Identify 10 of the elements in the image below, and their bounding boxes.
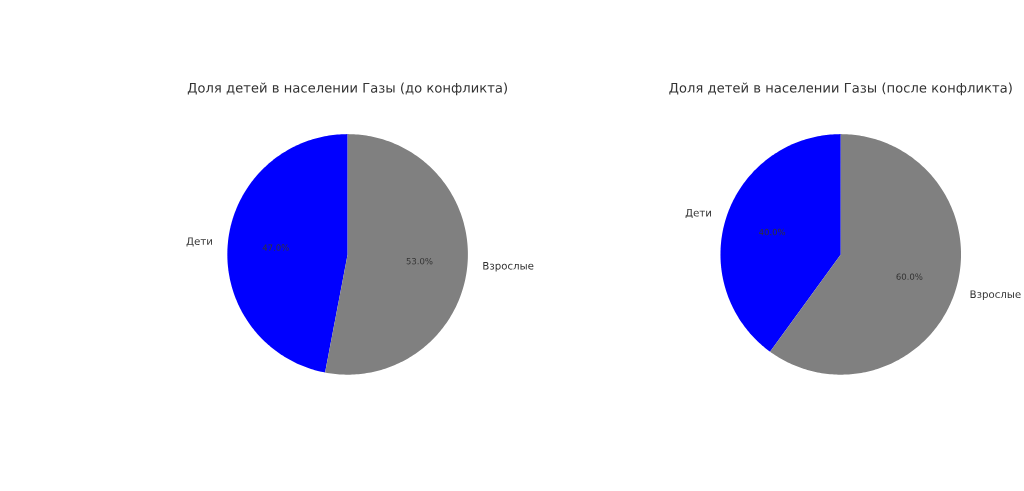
slice-label: Взрослые	[483, 261, 534, 272]
data-label: 47.0%	[262, 244, 289, 251]
slice-label: Взрослые	[970, 290, 1021, 300]
data-label: 60.0%	[896, 273, 923, 280]
slice-label: Дети	[186, 237, 212, 247]
data-label: 40.0%	[759, 228, 786, 236]
slice-label: Дети	[685, 208, 711, 218]
chart-title: Доля детей в населении Газы (после конфликта)	[669, 82, 1012, 96]
data-label: 53.0%	[406, 257, 433, 265]
chart-title: Доля детей в населении Газы (до конфликта)	[187, 82, 507, 96]
